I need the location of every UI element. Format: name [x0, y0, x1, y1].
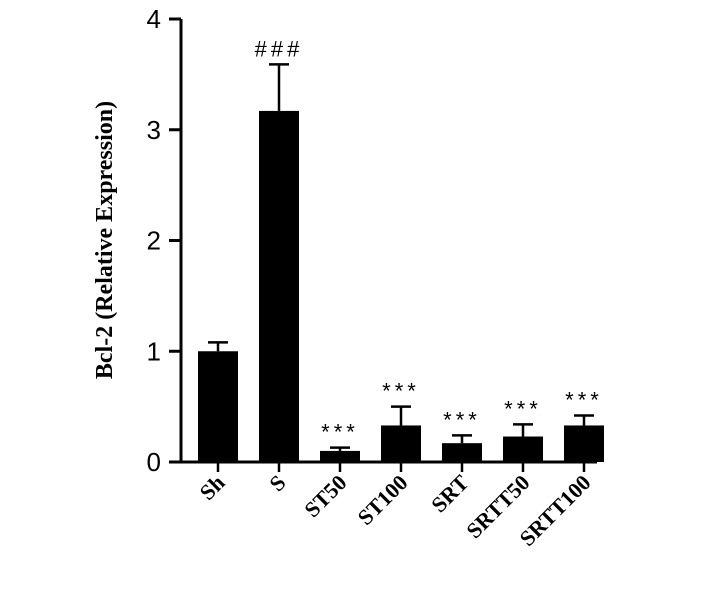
- y-tick-label-2: 2: [147, 226, 161, 256]
- x-tick-label-ST100: ST100: [352, 470, 412, 530]
- annotation-S: ###: [255, 36, 304, 61]
- bar-ST50: [320, 450, 360, 462]
- y-axis: 0 1 2 3 4: [147, 4, 183, 477]
- bar-SRTT100: [564, 425, 604, 462]
- x-tick-label-ST50: ST50: [299, 470, 351, 522]
- x-tick-label-SRT: SRT: [426, 470, 474, 518]
- annotation-ST50: ***: [321, 420, 359, 445]
- y-tick-label-4: 4: [147, 4, 161, 34]
- annotation-ST100: ***: [382, 379, 420, 404]
- annotation-SRTT100: ***: [565, 387, 603, 412]
- bar-SRTT50: [503, 436, 543, 462]
- bar-S: [259, 110, 299, 463]
- bars-group: ### *** *** *** *** ***: [198, 36, 604, 463]
- x-tick-label-Sh: Sh: [195, 470, 230, 505]
- annotation-SRTT50: ***: [504, 396, 542, 421]
- bar-SRT: [442, 443, 482, 462]
- y-tick-label-0: 0: [147, 447, 161, 477]
- bar-Sh: [198, 351, 238, 462]
- y-axis-title: Bcl-2 (Relative Expression): [92, 101, 118, 379]
- annotation-SRT: ***: [443, 407, 481, 432]
- x-tick-label-S: S: [264, 470, 290, 496]
- y-tick-label-1: 1: [147, 336, 161, 366]
- bar-ST100: [381, 425, 421, 462]
- y-tick-label-3: 3: [147, 115, 161, 145]
